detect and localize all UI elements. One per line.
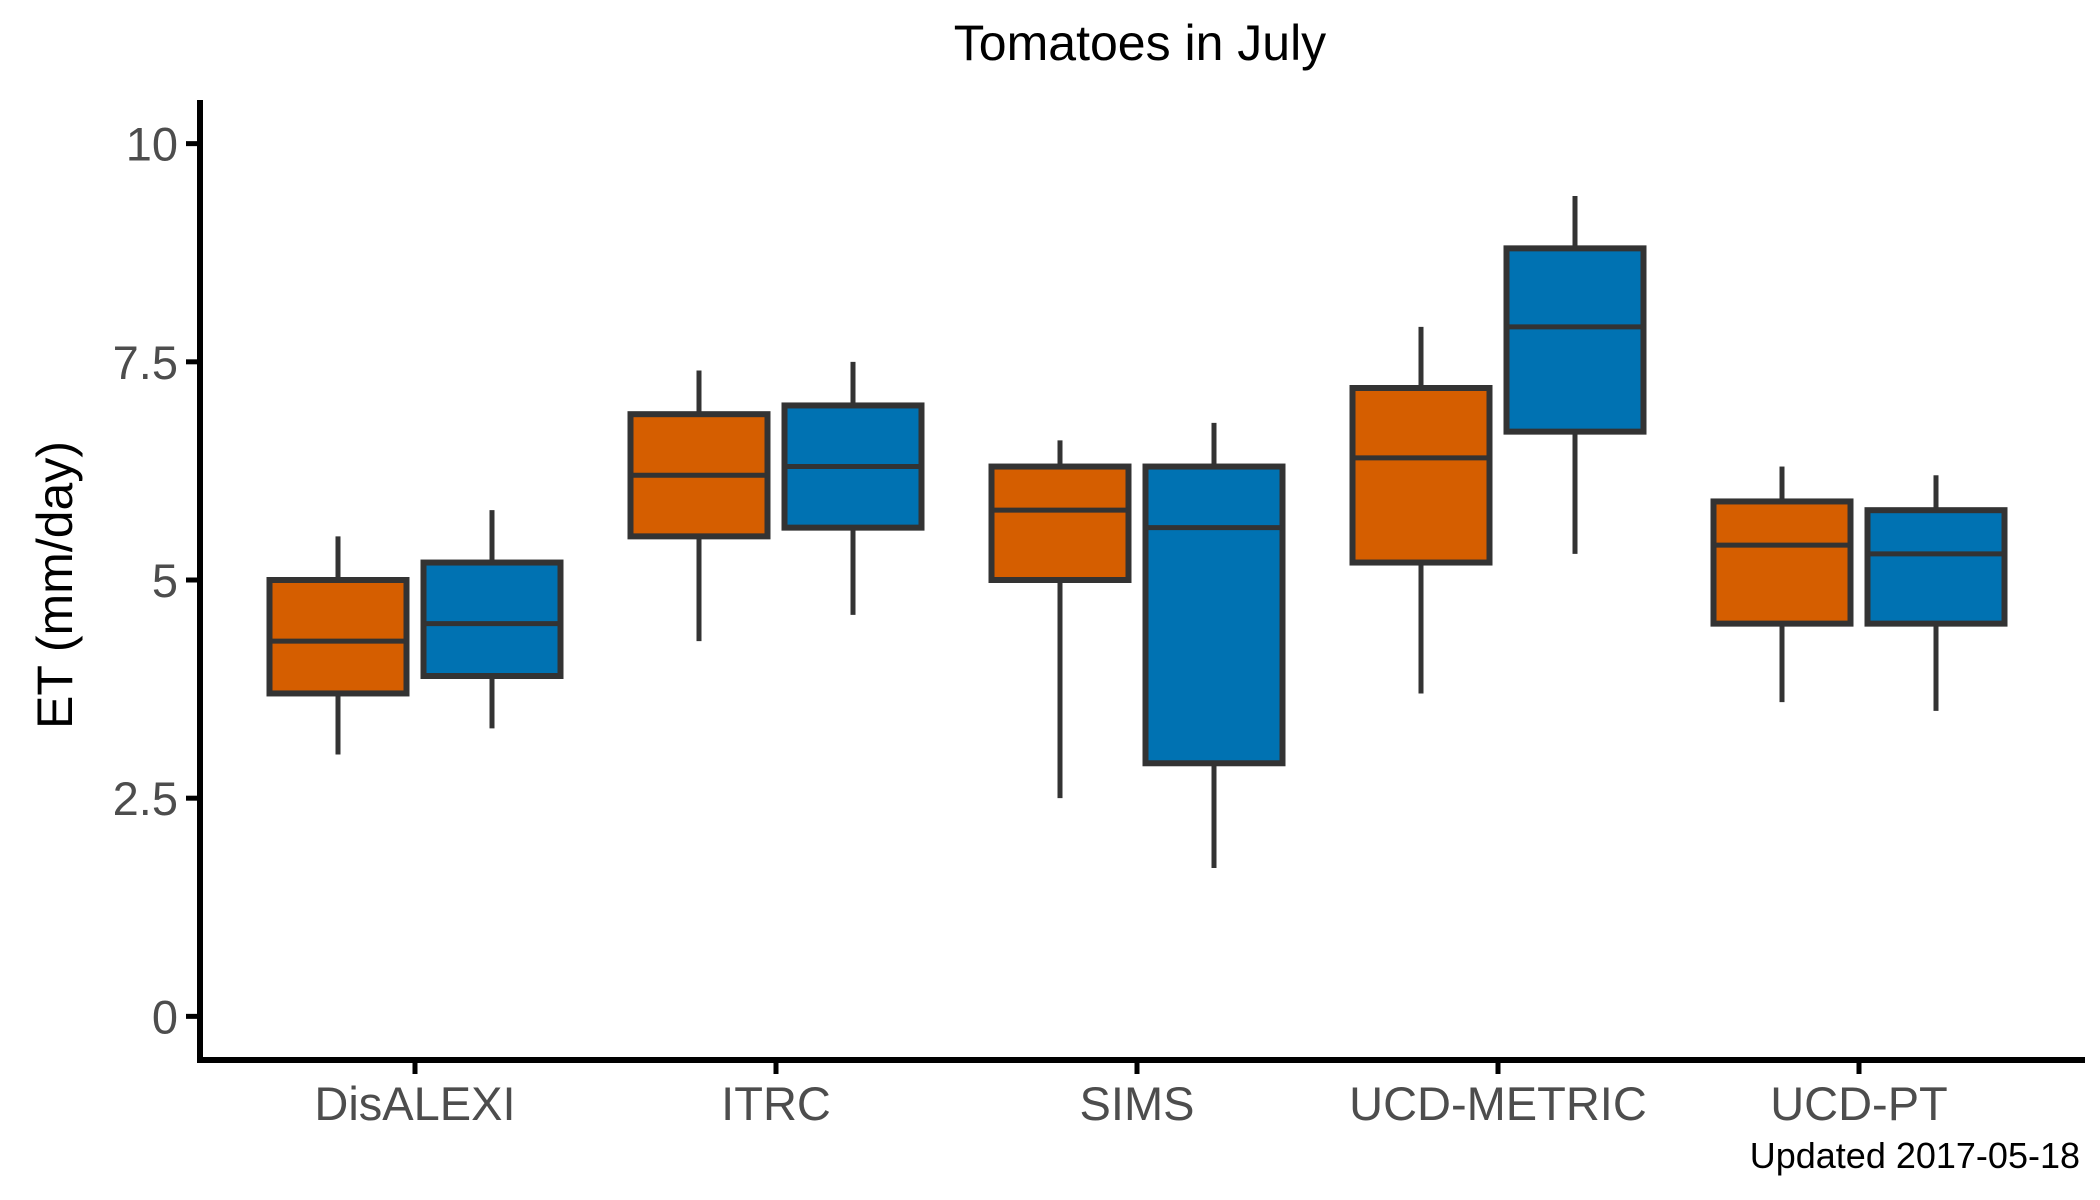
box-body (1349, 385, 1493, 566)
x-tick-label: SIMS (1080, 1077, 1195, 1130)
box-ucd-metric-2 (1503, 196, 1647, 554)
box-ucd-pt-2 (1864, 475, 2008, 711)
y-tick-label: 0 (152, 990, 178, 1043)
box-disalexi-2 (420, 510, 564, 729)
box-sims-2 (1142, 422, 1286, 868)
box-body (266, 577, 410, 697)
box-body (1864, 507, 2008, 627)
y-tick-label: 10 (126, 118, 178, 171)
update-caption: Updated 2017-05-18 (1750, 1135, 2080, 1176)
box-ucd-metric-1 (1349, 326, 1493, 694)
box-body (1142, 463, 1286, 767)
box-body (420, 559, 564, 680)
x-tick-label: DisALEXI (314, 1077, 515, 1130)
chart-title: Tomatoes in July (954, 15, 1326, 71)
box-itrc-2 (781, 361, 925, 615)
y-tick-label: 7.5 (113, 336, 178, 389)
x-tick-label: UCD-PT (1770, 1077, 1948, 1130)
x-tick-label: UCD-METRIC (1349, 1077, 1647, 1130)
box-itrc-1 (627, 370, 771, 642)
x-tick-label: ITRC (721, 1077, 831, 1130)
y-axis-label: ET (mm/day) (27, 441, 83, 729)
plot-area: 0 2.5 5 7.5 10 DisALEXI ITRC SIMS UCD-METRIC UCD-… (113, 100, 2085, 1130)
box-body (1710, 498, 1854, 627)
y-tick-label: 2.5 (113, 772, 178, 825)
box-sims-1 (988, 440, 1132, 799)
y-tick-label: 5 (152, 554, 178, 607)
box-disalexi-1 (266, 536, 410, 755)
box-body (988, 463, 1132, 583)
box-body (1503, 245, 1647, 435)
box-ucd-pt-1 (1710, 466, 1854, 703)
